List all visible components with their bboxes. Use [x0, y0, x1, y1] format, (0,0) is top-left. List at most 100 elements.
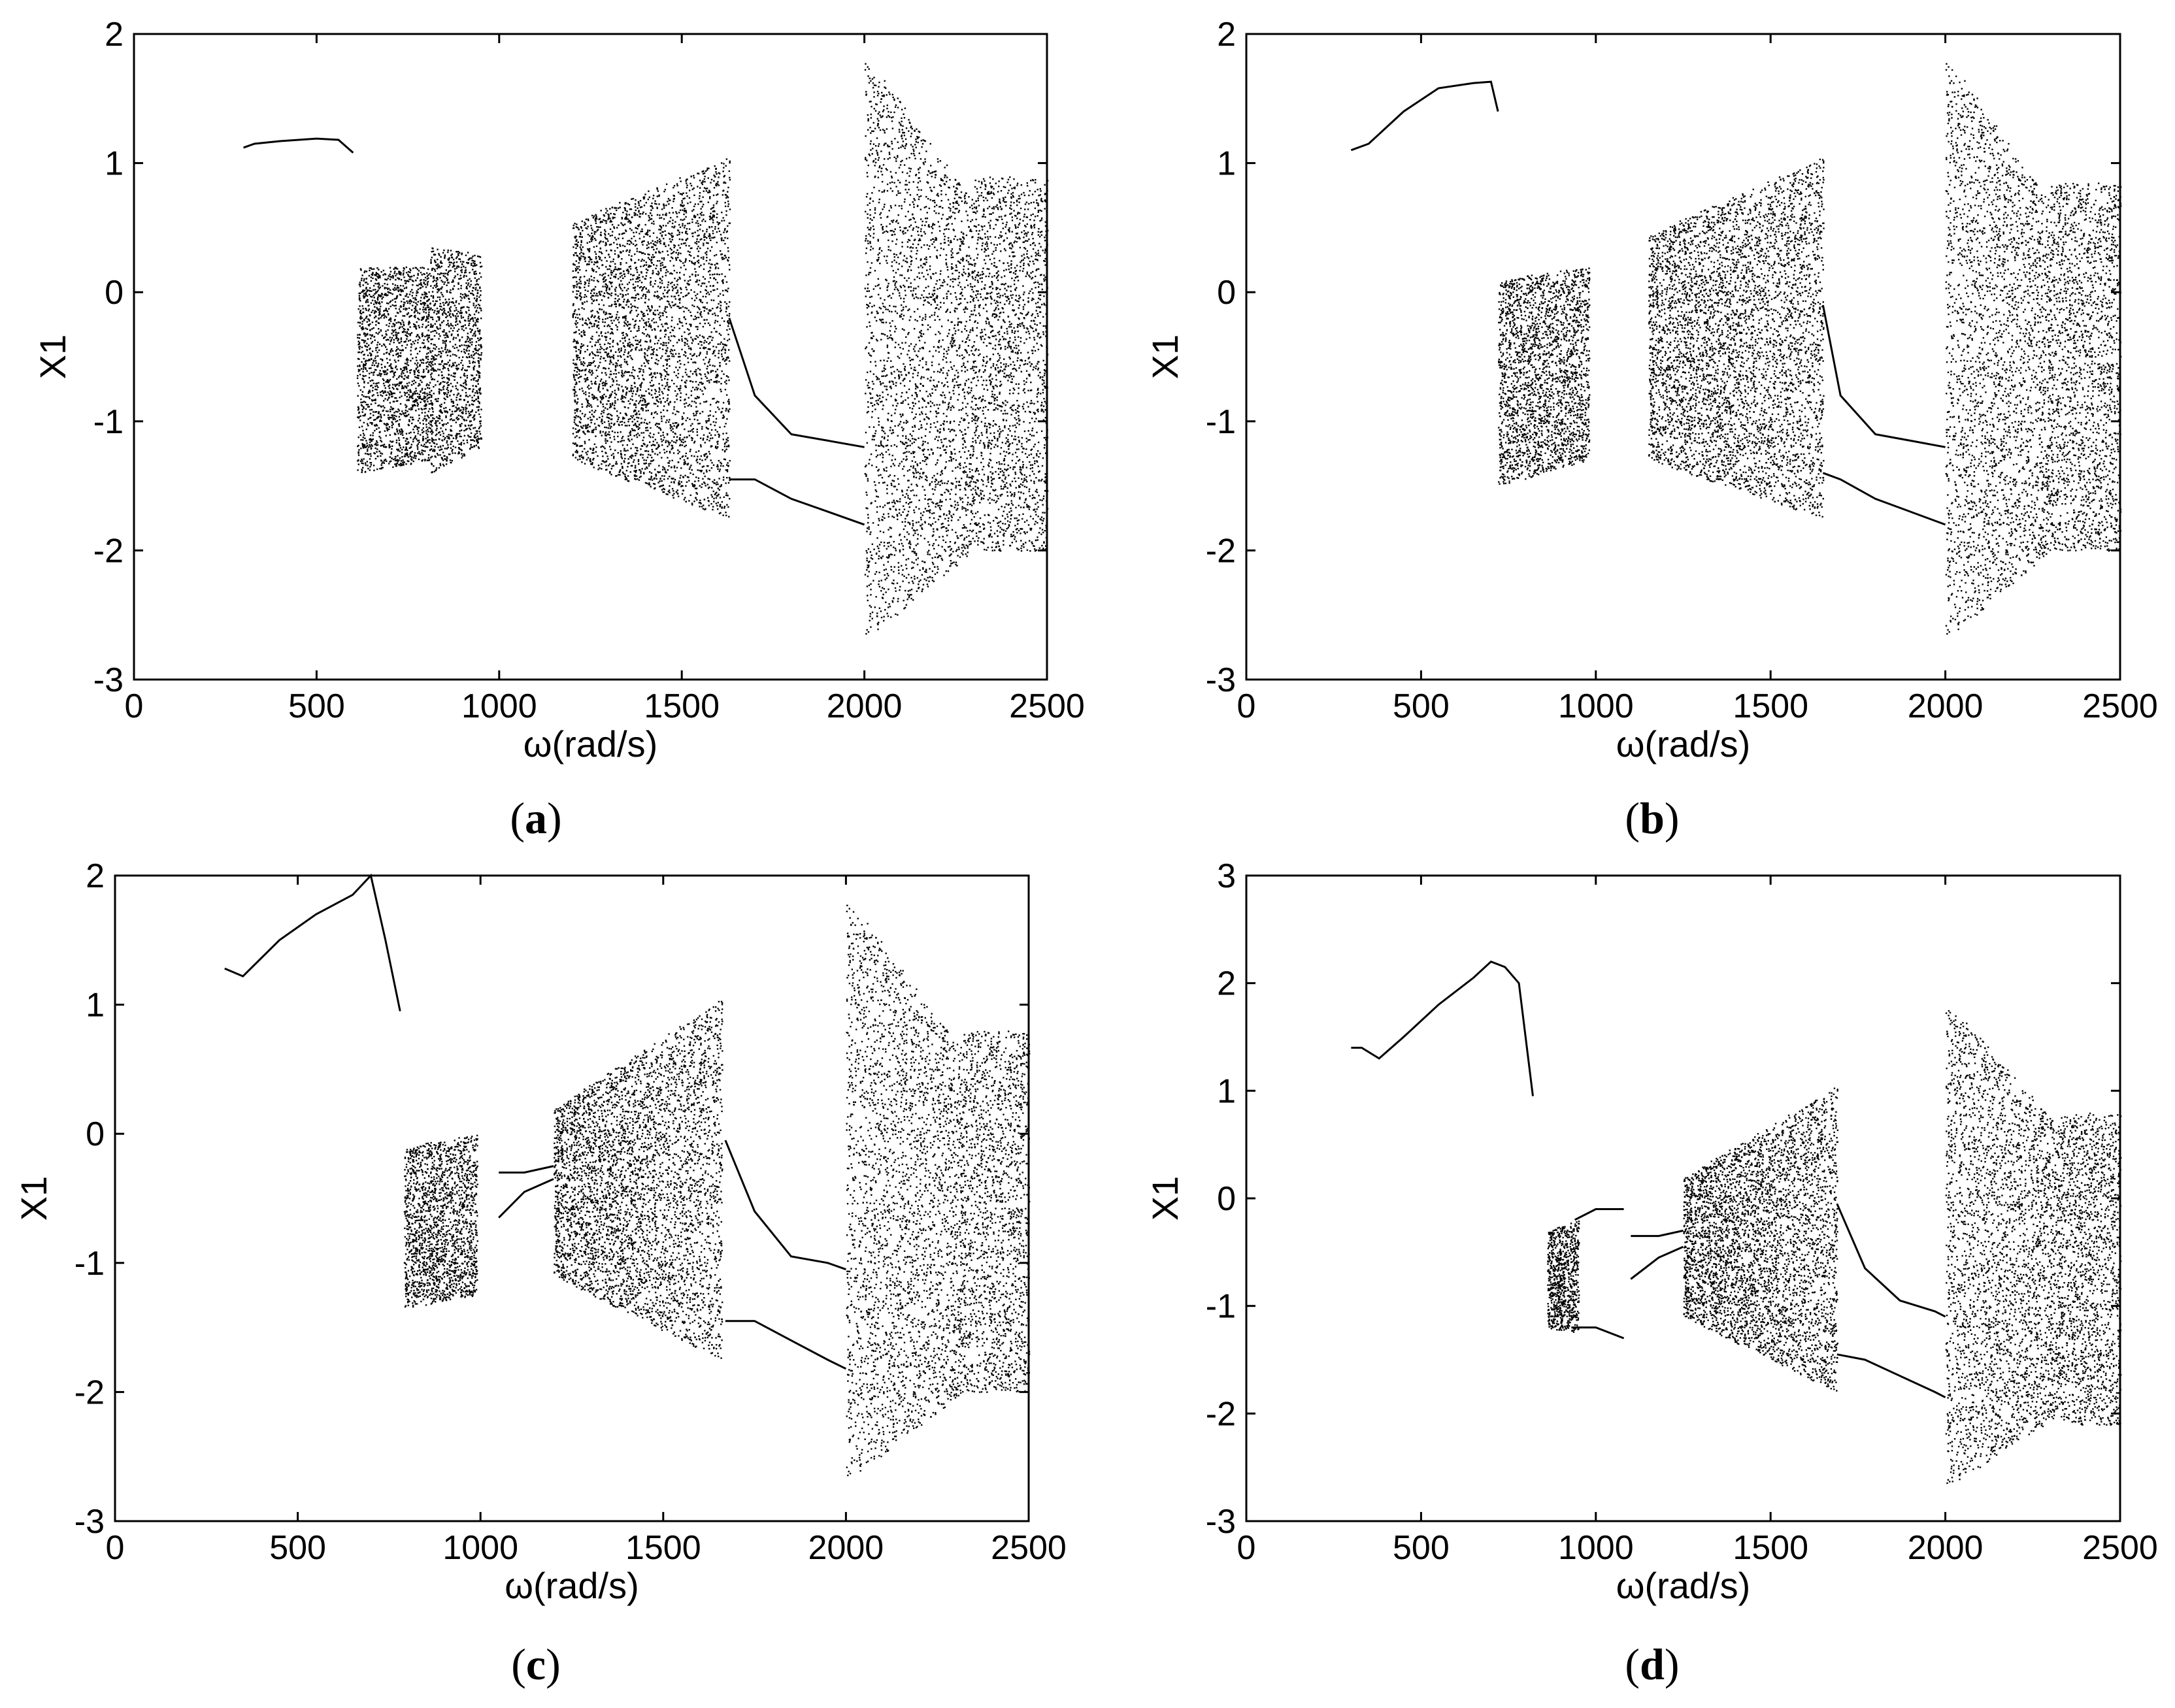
chaotic-point: [663, 467, 665, 469]
chaotic-point: [375, 303, 378, 304]
chaotic-point: [391, 386, 394, 389]
chaotic-point: [597, 226, 600, 228]
chaotic-point: [652, 349, 654, 351]
chaotic-point: [586, 345, 589, 347]
chaotic-point: [465, 419, 468, 421]
chaotic-point: [456, 434, 458, 436]
chaotic-point: [639, 280, 641, 282]
chaotic-point: [386, 295, 388, 297]
chaotic-point: [364, 340, 367, 342]
chaotic-point: [608, 418, 610, 419]
chaotic-point: [448, 324, 450, 326]
chaotic-point: [477, 409, 480, 412]
chaotic-point: [712, 398, 714, 400]
chaotic-point: [446, 336, 448, 338]
chaotic-point: [474, 273, 476, 275]
chaotic-point: [660, 402, 662, 404]
chaotic-point: [699, 369, 701, 371]
chaotic-point: [428, 335, 431, 337]
chaotic-point: [427, 346, 429, 349]
chaotic-point: [446, 280, 448, 282]
chaotic-point: [357, 406, 359, 408]
chaotic-point: [447, 320, 449, 322]
chaotic-point: [598, 318, 601, 320]
chaotic-point: [397, 455, 399, 457]
chaotic-point: [425, 403, 427, 406]
chaotic-point: [712, 206, 715, 208]
chaotic-point: [476, 283, 478, 285]
chaotic-point: [433, 254, 435, 255]
chaotic-point: [388, 287, 390, 289]
chaotic-point: [439, 406, 442, 408]
chaotic-point: [377, 286, 380, 288]
chaotic-point: [457, 335, 459, 337]
chaotic-point: [578, 373, 580, 375]
chaotic-point: [573, 346, 575, 348]
chaotic-point: [401, 448, 403, 451]
chaotic-point: [574, 428, 577, 430]
chaotic-point: [670, 272, 672, 274]
chaotic-point: [450, 291, 452, 294]
chaotic-point: [406, 308, 408, 310]
chaotic-point: [625, 217, 627, 220]
chaotic-point: [395, 439, 398, 442]
chaotic-point: [688, 435, 691, 436]
chaotic-point: [383, 317, 386, 319]
chaotic-point: [376, 291, 378, 293]
chaotic-point: [429, 408, 431, 410]
chaotic-point: [445, 410, 448, 412]
chaotic-point: [433, 450, 435, 452]
chaotic-point: [459, 376, 462, 378]
chaotic-point: [395, 463, 397, 465]
chaotic-point: [597, 280, 599, 283]
chaotic-point: [418, 318, 420, 321]
chaotic-point: [644, 223, 646, 226]
chaotic-point: [391, 350, 394, 352]
chaotic-point: [434, 359, 436, 361]
chaotic-point: [601, 460, 604, 462]
chaotic-point: [458, 303, 460, 305]
chaotic-point: [421, 412, 423, 414]
chaotic-point: [392, 458, 395, 461]
chaotic-point: [399, 326, 401, 328]
chaotic-point: [606, 440, 608, 442]
chaotic-point: [378, 318, 380, 320]
chaotic-point: [576, 254, 578, 257]
chaotic-point: [467, 356, 469, 359]
chaotic-point: [614, 269, 616, 271]
chaotic-point: [453, 327, 456, 329]
chaotic-point: [649, 282, 652, 284]
chaotic-point: [478, 354, 480, 356]
chaotic-point: [405, 453, 407, 455]
chaotic-point: [394, 463, 396, 465]
chaotic-point: [364, 401, 367, 403]
chaotic-point: [478, 272, 481, 274]
chaotic-point: [403, 378, 406, 380]
chaotic-point: [387, 288, 389, 290]
chaotic-point: [389, 337, 391, 338]
chaotic-point: [375, 444, 378, 446]
chaotic-point: [446, 382, 448, 384]
chaotic-point: [468, 306, 470, 308]
chaotic-point: [649, 432, 652, 435]
chaotic-point: [411, 289, 413, 291]
chaotic-point: [659, 269, 662, 272]
chaotic-point: [359, 321, 361, 323]
chaotic-point: [454, 372, 456, 375]
chaotic-point: [612, 341, 614, 343]
chaotic-point: [610, 406, 612, 408]
chaotic-point: [607, 274, 610, 276]
chaotic-point: [415, 267, 418, 269]
chaotic-point: [393, 373, 395, 375]
chaotic-point: [380, 317, 382, 319]
chaotic-point: [368, 325, 370, 327]
chaotic-point: [681, 418, 684, 420]
chaotic-point: [626, 380, 628, 382]
chaotic-point: [412, 416, 414, 419]
chaotic-point: [436, 307, 439, 310]
chaotic-point: [576, 286, 578, 288]
chaotic-point: [395, 267, 397, 269]
chaotic-point: [718, 223, 720, 225]
chaotic-point: [671, 289, 674, 291]
chaotic-point: [616, 269, 618, 271]
